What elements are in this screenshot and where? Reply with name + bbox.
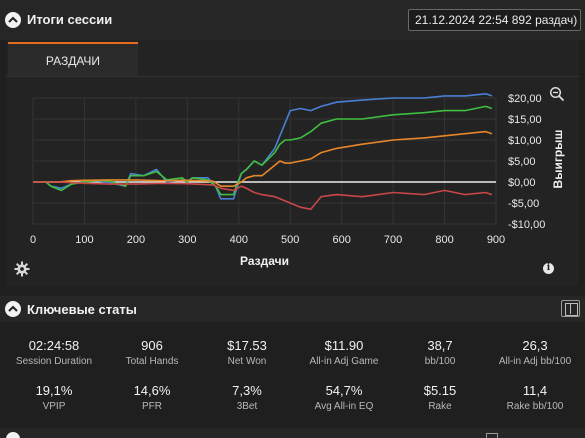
stat-pfr: 14,6% PFR: [104, 383, 200, 412]
stat-label: PFR: [142, 401, 162, 412]
stat-label: Avg All-in EQ: [314, 401, 374, 412]
stat-value: $11.90: [324, 338, 364, 353]
stat-value: 26,3: [522, 338, 548, 353]
stat-label: Rake: [428, 401, 452, 412]
x-tick-label: 0: [30, 234, 36, 246]
stat-label: bb/100: [424, 356, 456, 367]
stat-3bet: 7,3% 3Bet: [199, 383, 295, 412]
stat-label: All-in Adj Game: [309, 356, 379, 367]
next-section-header: [0, 428, 585, 438]
key-stats-header: Ключевые статы: [0, 296, 585, 322]
collapse-stats-button[interactable]: [5, 301, 21, 317]
gear-icon: [14, 261, 30, 277]
key-stats-grid: 02:24:58 Session Duration 906 Total Hand…: [0, 324, 585, 428]
stat-value: 02:24:58: [28, 338, 80, 353]
x-tick-label: 300: [178, 234, 196, 246]
series-line-0: [33, 93, 493, 200]
x-tick-label: 100: [75, 234, 93, 246]
stat-label: Session Duration: [15, 356, 93, 367]
stat-total-hands: 906 Total Hands: [104, 338, 200, 367]
zoom-out-button[interactable]: [549, 86, 565, 102]
y-tick-label: -$5,00: [508, 198, 539, 210]
stat-label: Total Hands: [125, 356, 179, 367]
chevron-up-icon: [8, 305, 18, 312]
x-tick-label: 700: [384, 234, 402, 246]
winnings-chart: 0 100 200 300 400 500 600 700 800 900 $20,00 $15,00…: [30, 93, 565, 268]
stat-value: 19,1%: [35, 383, 73, 398]
tab-hands[interactable]: РАЗДАЧИ: [8, 42, 138, 76]
stat-rake-bb100: 11,4 Rake bb/100: [487, 383, 583, 412]
stat-label: Net Won: [227, 356, 267, 367]
series-line-2: [33, 130, 493, 187]
stat-value: 7,3%: [232, 383, 262, 398]
x-tick-label: 400: [230, 234, 248, 246]
y-tick-label: -$10,00: [508, 219, 545, 231]
chart-settings-button[interactable]: [14, 261, 30, 277]
stat-allin-adj-game: $11.90 All-in Adj Game: [296, 338, 392, 367]
stat-label: Rake bb/100: [506, 401, 564, 412]
key-stats-title: Ключевые статы: [27, 302, 137, 317]
x-tick-label: 900: [487, 234, 505, 246]
layout-toggle-icon[interactable]: [561, 300, 580, 317]
stat-label: VPIP: [42, 401, 66, 412]
y-tick-label: $5,00: [508, 156, 536, 168]
stat-value: 38,7: [427, 338, 453, 353]
chevron-up-icon: [8, 16, 18, 23]
y-tick-label: $0,00: [508, 177, 536, 189]
stat-bb100: 38,7 bb/100: [392, 338, 488, 367]
stat-value: $17.53: [227, 338, 267, 353]
y-tick-label: $15,00: [508, 114, 542, 126]
stat-value: $5.15: [423, 383, 457, 398]
series-line-3: [33, 181, 493, 211]
x-tick-label: 600: [332, 234, 350, 246]
x-axis-title: Раздачи: [240, 254, 289, 268]
x-tick-label: 800: [435, 234, 453, 246]
stat-rake: $5.15 Rake: [392, 383, 488, 412]
collapse-session-button[interactable]: [5, 12, 21, 28]
stat-value: 54,7%: [325, 383, 363, 398]
stat-value: 906: [141, 338, 163, 353]
x-tick-label: 500: [281, 234, 299, 246]
y-axis-title: Выигрыш: [551, 130, 565, 189]
layout-toggle-icon[interactable]: [486, 433, 498, 438]
y-tick-label: $10,00: [508, 135, 542, 147]
info-icon[interactable]: i: [543, 263, 554, 274]
stat-value: 11,4: [522, 383, 548, 398]
stat-value: 14,6%: [133, 383, 171, 398]
stat-net-won: $17.53 Net Won: [199, 338, 295, 367]
session-header: Итоги сессии 21.12.2024 22:54 892 раздач…: [0, 0, 585, 40]
expand-section-button[interactable]: [6, 432, 20, 438]
stat-avg-allin-eq: 54,7% Avg All-in EQ: [296, 383, 392, 412]
stat-session-duration: 02:24:58 Session Duration: [6, 338, 102, 367]
x-tick-label: 200: [127, 234, 145, 246]
y-tick-label: $20,00: [508, 93, 542, 105]
stat-label: All-in Adj bb/100: [498, 356, 572, 367]
session-select[interactable]: 21.12.2024 22:54 892 раздач): [408, 9, 581, 31]
stat-vpip: 19,1% VPIP: [6, 383, 102, 412]
stat-allin-adj-bb100: 26,3 All-in Adj bb/100: [487, 338, 583, 367]
stat-label: 3Bet: [236, 401, 258, 412]
tab-divider: [6, 76, 579, 77]
session-title: Итоги сессии: [27, 12, 113, 27]
zoom-out-icon: [549, 86, 565, 102]
